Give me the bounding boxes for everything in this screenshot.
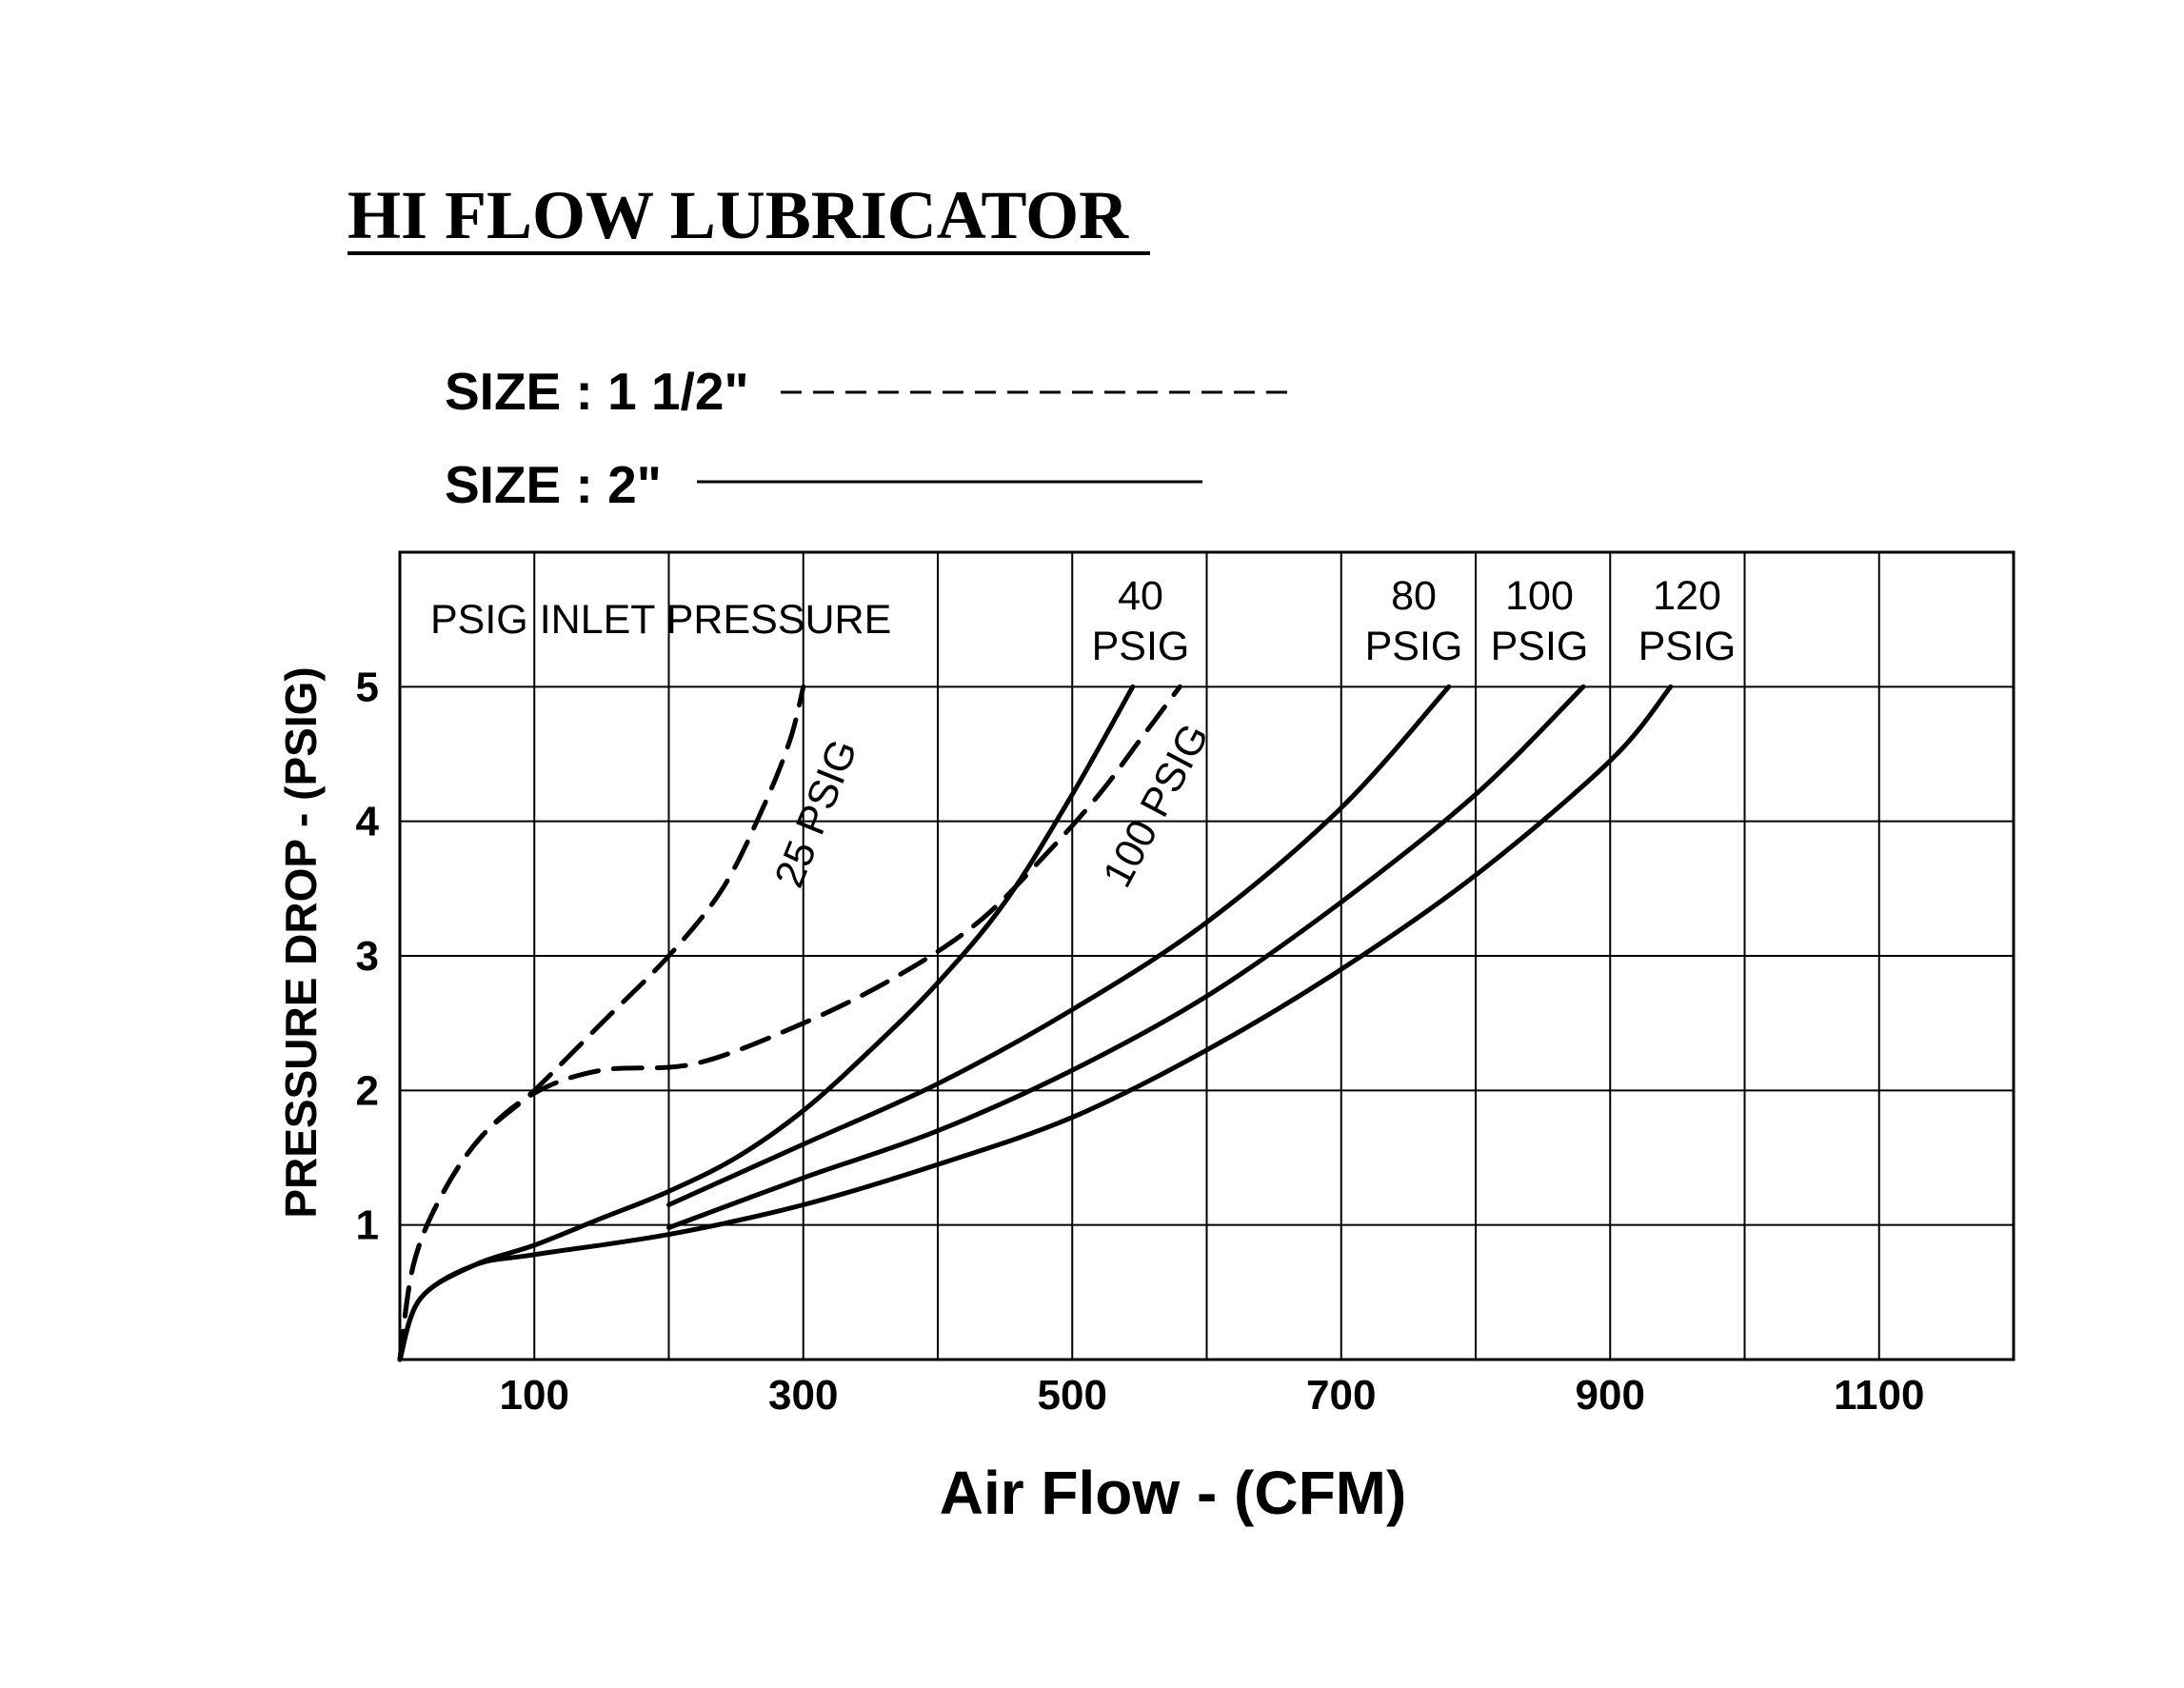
- y-tick-label: 3: [356, 933, 379, 980]
- curve-label-80-psig: 80 PSIG: [1365, 573, 1463, 669]
- series-line-25-psig-dashed: [397, 684, 806, 1362]
- curve-label-100-psig-rotated: 100 PSIG: [1094, 717, 1218, 895]
- curve-label-40-psig: 40 PSIG: [1092, 573, 1190, 669]
- curve-label-25-psig-rotated: 25 PSIG: [766, 733, 866, 894]
- curve-label-120-psig: 120 PSIG: [1638, 573, 1737, 669]
- y-tick-label: 5: [356, 664, 379, 710]
- series-line-100-psig-dashed: [397, 684, 1182, 1362]
- y-tick-label: 1: [356, 1202, 379, 1249]
- x-tick-label: 500: [1038, 1372, 1107, 1419]
- y-tick-labels: 1 2 3 4 5: [356, 664, 380, 1248]
- grid: [400, 552, 2014, 1360]
- x-tick-label: 300: [768, 1372, 838, 1419]
- series-line-100-psig-solid: [666, 684, 1586, 1230]
- series-layer: [397, 684, 1674, 1362]
- y-axis-title: PRESSURE DROP - (PSIG): [276, 666, 326, 1218]
- x-axis-title: Air Flow - (CFM): [940, 1459, 1407, 1527]
- legend-label-size-1-5: SIZE : 1 1/2": [445, 362, 749, 421]
- x-tick-label: 700: [1306, 1372, 1376, 1419]
- plot-frame: [398, 550, 2015, 1361]
- chart-title: HI FLOW LUBRICATOR: [347, 177, 1129, 253]
- y-tick-label: 4: [356, 799, 380, 845]
- series-line-80-psig-solid: [666, 684, 1452, 1207]
- y-tick-label: 2: [356, 1067, 379, 1114]
- x-tick-label: 1100: [1834, 1372, 1924, 1419]
- inlet-pressure-annotation: PSIG INLET PRESSURE: [430, 597, 891, 643]
- x-tick-label: 100: [500, 1372, 569, 1419]
- legend-label-size-2: SIZE : 2": [445, 455, 662, 514]
- x-tick-labels: 100 300 500 700 900 1100: [500, 1372, 1925, 1419]
- legend: SIZE : 1 1/2" SIZE : 2": [445, 362, 1290, 514]
- x-tick-label: 900: [1576, 1372, 1645, 1419]
- curve-labels: 40 PSIG 80 PSIG 100 PSIG 120 PSIG 25 PSIG 10…: [766, 573, 1737, 895]
- curve-label-100-psig: 100 PSIG: [1491, 573, 1589, 669]
- series-line-120-psig-solid: [397, 684, 1674, 1362]
